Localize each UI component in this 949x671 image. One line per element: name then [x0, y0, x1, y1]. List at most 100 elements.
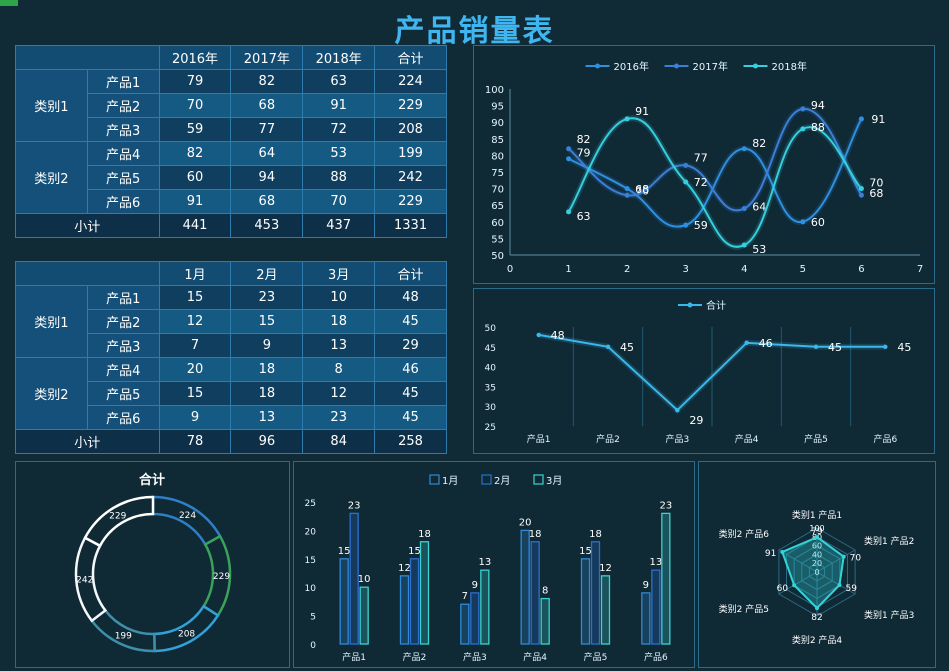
table-cell: 63: [302, 69, 376, 94]
bar: [651, 569, 661, 645]
series-line: [568, 118, 863, 228]
sales-table-monthly: 1月 2月 3月 合计 类别1 产品1 15 23 10 48 产品2 12 15 18 45 产品3 7 9 13…: [15, 261, 447, 454]
bar: [580, 558, 591, 645]
table-cell: 46: [374, 357, 447, 382]
donut-slice: [83, 495, 155, 548]
bar: [480, 569, 490, 645]
total-line-chart: 25 30 35 40 45 50 产品1 产品2 产品3 产品4 产品5 产品6 合计 48 45 29 46…: [485, 299, 912, 445]
subtotal-cell: 1331: [374, 213, 447, 238]
table-cell: 53: [302, 141, 376, 166]
x-tick-label: 产品6: [873, 433, 897, 445]
bar-label: 20: [519, 517, 532, 528]
table-cell: 15: [230, 309, 304, 334]
legend-swatch: [533, 474, 544, 485]
table-cell: 9: [230, 333, 304, 358]
x-tick-label: 4: [741, 264, 747, 275]
table-cell: 82: [158, 141, 232, 166]
x-tick-label: 产品5: [584, 651, 608, 663]
radar-tick-label: 100: [809, 524, 824, 533]
product-name: 产品2: [86, 309, 160, 334]
bar-label: 9: [643, 580, 649, 591]
x-tick-label: 产品2: [596, 433, 620, 445]
legend-label: 2017年: [693, 60, 728, 73]
table-cell: 9: [158, 405, 232, 430]
radar-axis-label: 类别1 产品1: [792, 509, 842, 521]
column-header: 1月: [158, 261, 232, 286]
data-point: [741, 146, 747, 152]
y-tick-label: 50: [491, 251, 504, 262]
product-name: 产品4: [86, 357, 160, 382]
subtotal-cell: 437: [302, 213, 376, 238]
radar-point: [815, 535, 819, 540]
radar-point: [841, 554, 846, 559]
bar: [520, 529, 530, 645]
table-cell: 15: [158, 285, 232, 310]
table-cell: 224: [374, 69, 447, 94]
data-label: 68: [635, 183, 649, 196]
table-corner: [15, 261, 160, 286]
bar-label: 23: [659, 500, 672, 511]
slice-label: 229: [109, 511, 126, 521]
bar-label: 18: [529, 529, 542, 540]
radar-value-label: 91: [765, 549, 776, 559]
column-header: 2018年: [302, 45, 376, 70]
table-cell: 12: [158, 309, 232, 334]
data-label: 60: [811, 216, 825, 229]
table-cell: 242: [374, 165, 447, 190]
y-tick-label: 25: [305, 499, 316, 509]
radar-value-label: 79: [811, 527, 823, 537]
y-tick-label: 80: [491, 151, 504, 162]
bar: [359, 586, 369, 645]
table-cell: 72: [302, 117, 376, 142]
data-label: 91: [871, 113, 885, 126]
x-tick-label: 产品5: [804, 433, 828, 445]
y-tick-label: 65: [491, 201, 504, 212]
radar-axis-label: 类别2 产品4: [792, 634, 843, 646]
page-title: 产品销量表: [394, 14, 555, 49]
data-label: 48: [551, 329, 565, 342]
column-header: 2月: [230, 261, 304, 286]
table-cell: 60: [158, 165, 232, 190]
data-label: 82: [752, 137, 766, 150]
product-name: 产品3: [86, 117, 160, 142]
subtotal-cell: 84: [302, 429, 376, 454]
y-tick-label: 10: [305, 584, 317, 594]
data-label: 45: [897, 341, 911, 354]
legend-marker: [687, 302, 693, 308]
y-tick-label: 85: [491, 135, 504, 146]
radar-spoke: [816, 549, 856, 573]
data-label: 91: [635, 105, 649, 118]
table-cell: 45: [374, 381, 447, 406]
bar-label: 10: [358, 574, 371, 585]
table-row: 类别1 产品1 79 82 63 224: [15, 69, 447, 142]
bar-label: 15: [408, 546, 421, 557]
legend-label: 1月: [442, 475, 458, 487]
product-name: 产品2: [86, 93, 160, 118]
data-label: 79: [577, 147, 591, 160]
table-cell: 23: [230, 285, 304, 310]
table-cell: 48: [374, 285, 447, 310]
table-cell: 13: [230, 405, 304, 430]
data-point: [813, 344, 819, 349]
table-cell: 70: [302, 189, 376, 214]
total-line-chart-panel: 25 30 35 40 45 50 产品1 产品2 产品3 产品4 产品5 产品6 合计 48 45 29 46…: [473, 288, 935, 454]
data-point: [800, 126, 806, 132]
bar: [641, 592, 651, 645]
slice-label: 208: [178, 630, 195, 640]
legend-label: 2月: [494, 475, 510, 487]
series-line: [538, 333, 886, 412]
table-row: 产品2 12 15 18 45: [16, 309, 447, 334]
x-tick-label: 2: [624, 264, 630, 275]
data-point: [566, 209, 572, 215]
category-label: 类别2: [15, 357, 88, 430]
radar-axis-label: 类别1 产品3: [864, 609, 914, 621]
table-corner: [15, 45, 160, 70]
legend-label: 3月: [546, 475, 562, 487]
data-label: 46: [759, 337, 773, 350]
table-cell: 59: [158, 117, 232, 142]
legend-marker: [595, 63, 600, 69]
radar-value-label: 70: [850, 554, 862, 564]
data-label: 70: [869, 177, 883, 190]
subtotal-cell: 96: [230, 429, 304, 454]
